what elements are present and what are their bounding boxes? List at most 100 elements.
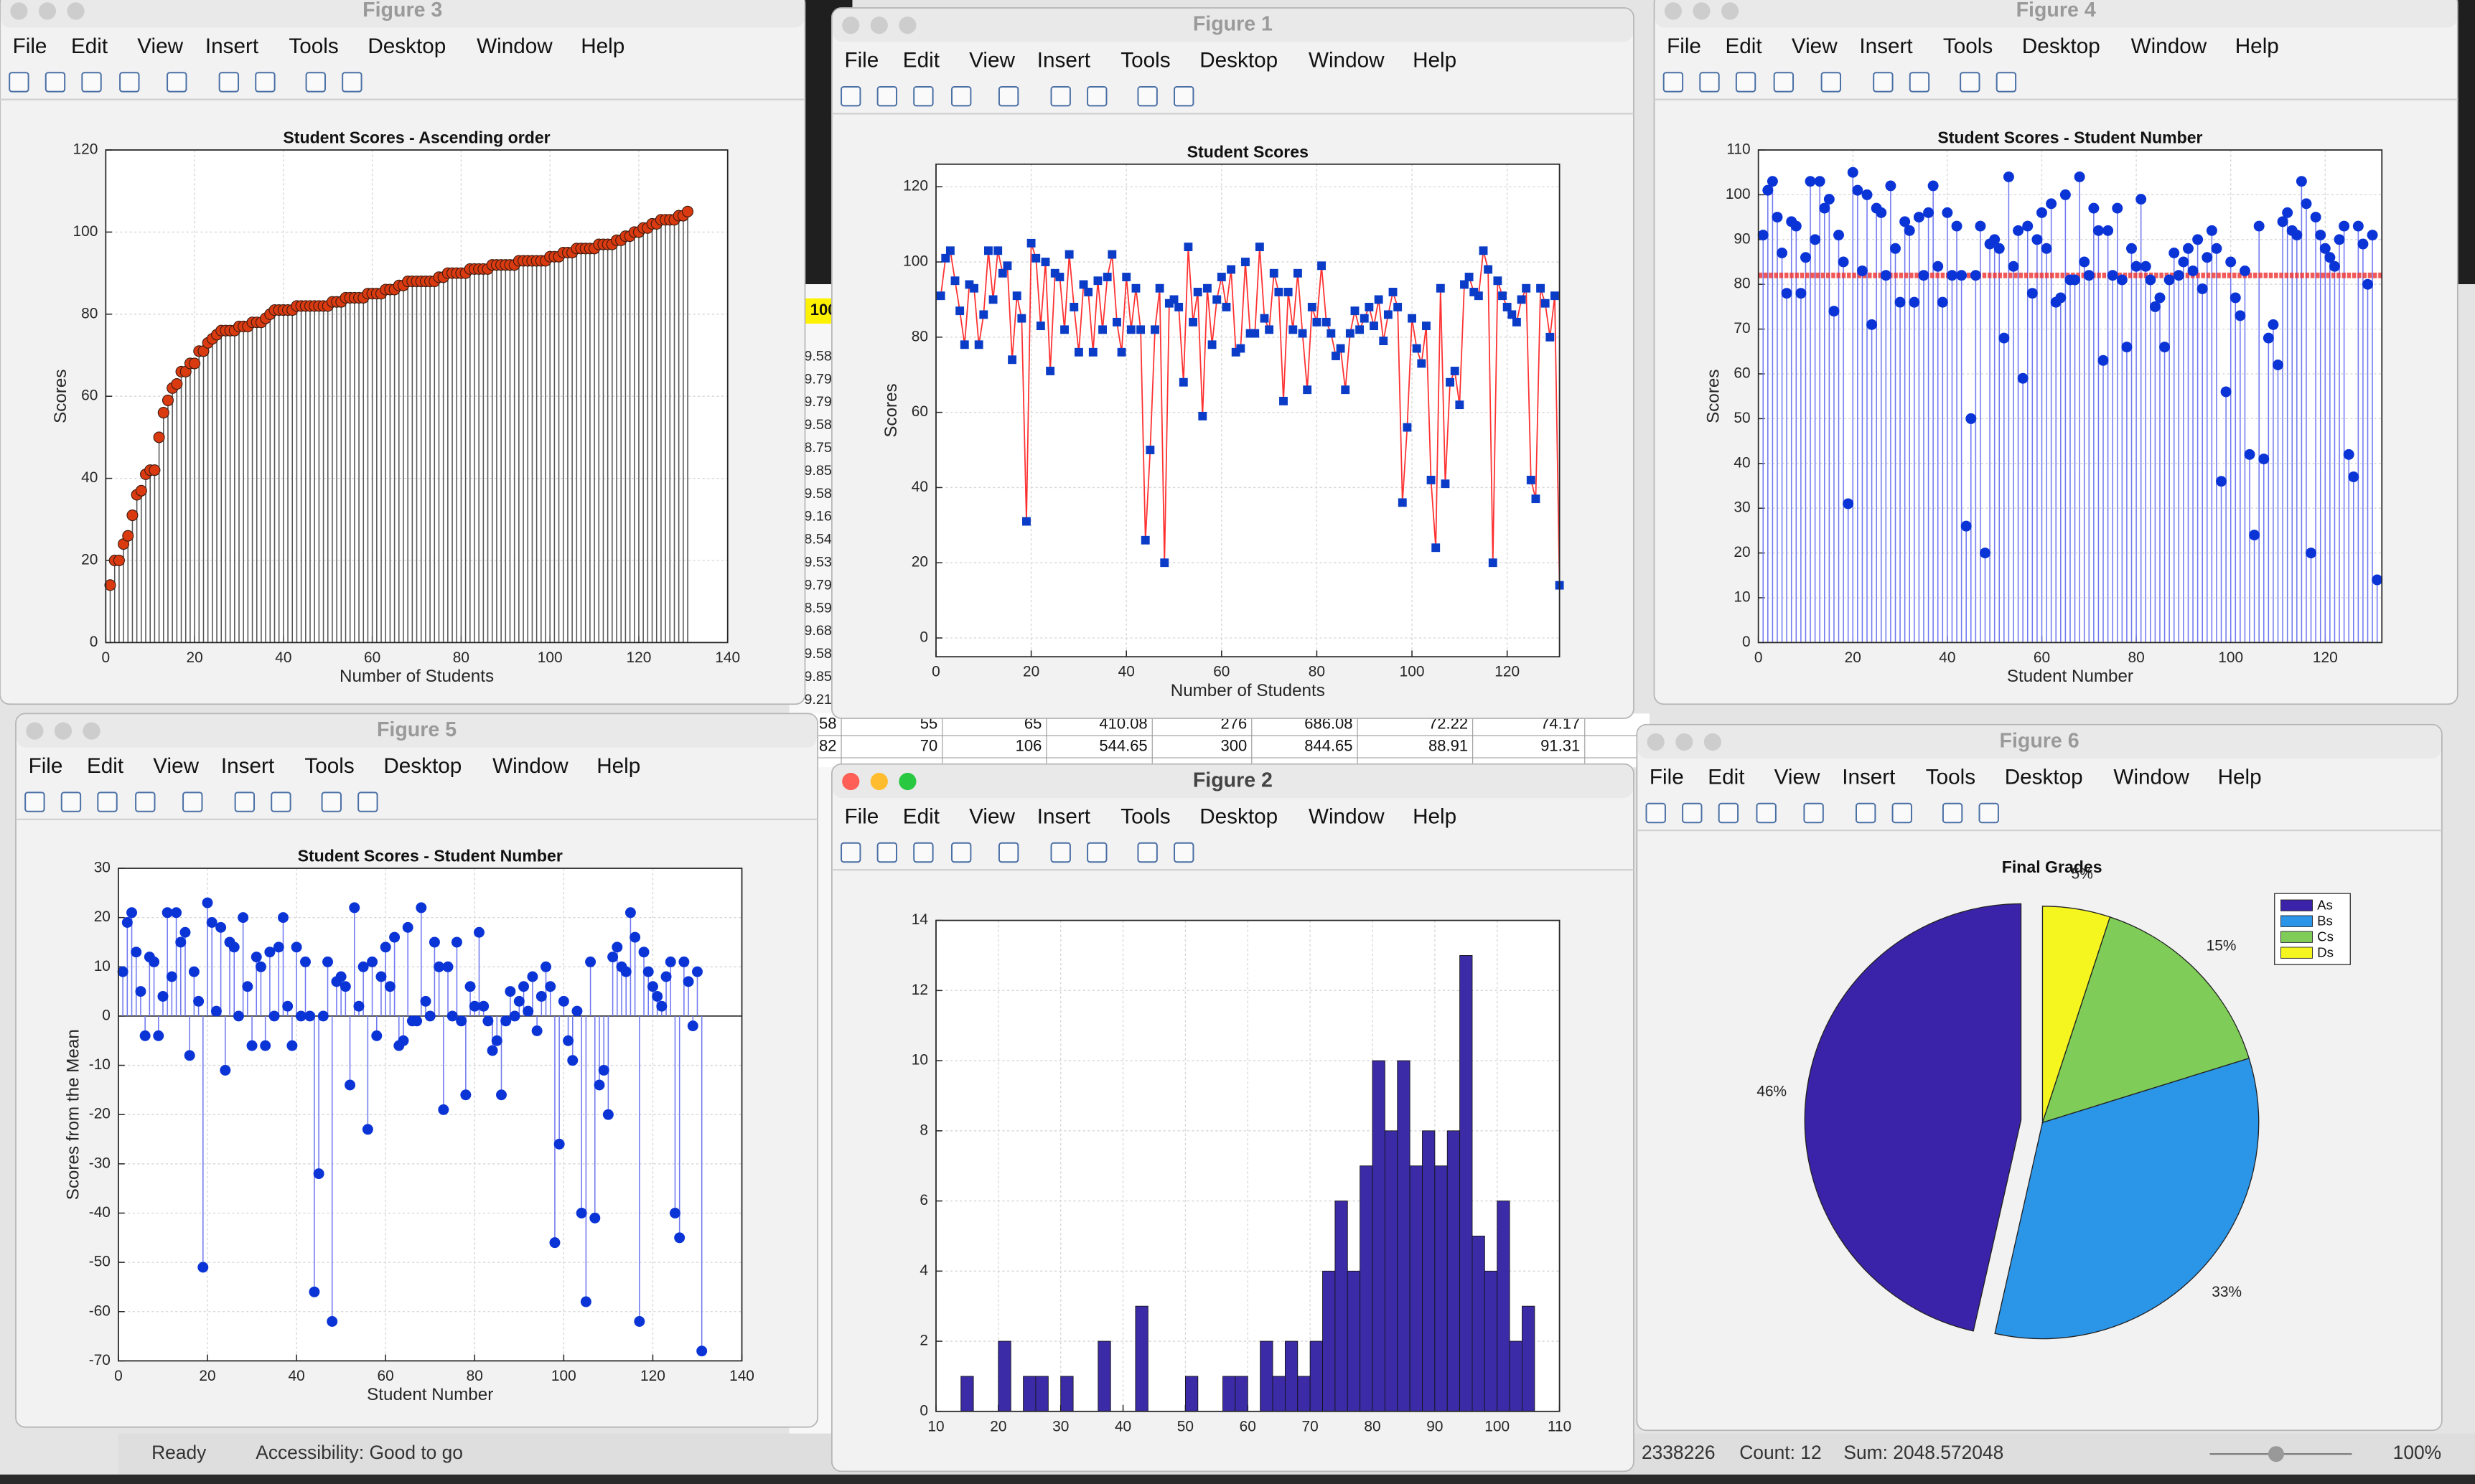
toolbar-button[interactable] — [1137, 86, 1158, 107]
toolbar-button[interactable] — [234, 792, 256, 812]
menu-item[interactable]: Edit — [903, 49, 940, 72]
toolbar-button[interactable] — [1050, 86, 1071, 107]
menu-item[interactable]: View — [969, 804, 1015, 828]
toolbar-button[interactable] — [998, 86, 1019, 107]
toolbar-button[interactable] — [60, 792, 82, 812]
toolbar-button[interactable] — [9, 72, 29, 93]
toolbar-button[interactable] — [1996, 72, 2017, 93]
menu-item[interactable]: File — [844, 804, 879, 828]
menu-item[interactable]: Desktop — [2005, 765, 2083, 789]
window-button[interactable] — [1675, 733, 1693, 751]
toolbar-button[interactable] — [1050, 842, 1071, 863]
menu-item[interactable]: Window — [492, 754, 569, 778]
window-button[interactable] — [54, 722, 72, 740]
menu-item[interactable]: Tools — [304, 754, 354, 778]
menu-item[interactable]: View — [1774, 765, 1820, 789]
menu-item[interactable]: Help — [1413, 804, 1456, 828]
toolbar-button[interactable] — [305, 72, 326, 93]
toolbar-button[interactable] — [218, 72, 240, 93]
toolbar-button[interactable] — [876, 86, 898, 107]
toolbar-button[interactable] — [1891, 802, 1912, 824]
window-button[interactable] — [83, 722, 100, 740]
toolbar-button[interactable] — [97, 792, 118, 812]
window-button[interactable] — [870, 17, 888, 34]
menu-item[interactable]: View — [137, 34, 183, 58]
toolbar-button[interactable] — [271, 792, 291, 812]
menu-item[interactable]: Insert — [205, 34, 259, 58]
toolbar-button[interactable] — [357, 792, 378, 812]
menu-item[interactable]: File — [844, 49, 879, 72]
window-button[interactable] — [899, 17, 917, 34]
menu-item[interactable]: Window — [2131, 34, 2207, 58]
toolbar-button[interactable] — [913, 86, 934, 107]
toolbar-button[interactable] — [255, 72, 276, 93]
menu-item[interactable]: Edit — [71, 34, 108, 58]
menu-item[interactable]: View — [153, 754, 199, 778]
menu-item[interactable]: Insert — [1859, 34, 1913, 58]
toolbar-button[interactable] — [913, 842, 934, 863]
toolbar-button[interactable] — [182, 792, 203, 812]
toolbar-button[interactable] — [1645, 802, 1666, 824]
toolbar-button[interactable] — [1174, 86, 1194, 107]
menu-item[interactable]: Help — [2235, 34, 2279, 58]
menu-item[interactable]: Tools — [1926, 765, 1975, 789]
menu-item[interactable]: Window — [2113, 765, 2189, 789]
toolbar-button[interactable] — [1820, 72, 1841, 93]
toolbar-button[interactable] — [1856, 802, 1876, 824]
toolbar-button[interactable] — [1756, 802, 1777, 824]
toolbar-button[interactable] — [1087, 86, 1108, 107]
toolbar-button[interactable] — [45, 72, 66, 93]
menu-item[interactable]: Tools — [1943, 34, 1993, 58]
toolbar-button[interactable] — [81, 72, 102, 93]
window-button[interactable] — [1721, 2, 1739, 20]
window-button[interactable] — [10, 2, 28, 20]
menu-item[interactable]: File — [1650, 765, 1684, 789]
menu-item[interactable]: Tools — [289, 34, 338, 58]
toolbar-button[interactable] — [167, 72, 187, 93]
menu-item[interactable]: Desktop — [1199, 49, 1278, 72]
menu-item[interactable]: File — [29, 754, 63, 778]
window-button[interactable] — [842, 772, 860, 791]
toolbar-button[interactable] — [1699, 72, 1720, 93]
toolbar-button[interactable] — [1662, 72, 1684, 93]
menu-item[interactable]: Desktop — [2022, 34, 2100, 58]
toolbar-button[interactable] — [119, 72, 140, 93]
toolbar-button[interactable] — [1137, 842, 1158, 863]
menu-item[interactable]: Edit — [87, 754, 124, 778]
toolbar-button[interactable] — [1174, 842, 1194, 863]
toolbar-button[interactable] — [1803, 802, 1824, 824]
menu-item[interactable]: Help — [2218, 765, 2262, 789]
toolbar-button[interactable] — [1087, 842, 1108, 863]
window-button[interactable] — [899, 772, 917, 791]
toolbar-button[interactable] — [135, 792, 156, 812]
toolbar-button[interactable] — [1873, 72, 1894, 93]
window-button[interactable] — [38, 2, 57, 20]
menu-item[interactable]: Desktop — [368, 34, 446, 58]
toolbar-button[interactable] — [876, 842, 898, 863]
toolbar-button[interactable] — [950, 86, 972, 107]
window-button[interactable] — [67, 2, 85, 20]
menu-item[interactable]: Insert — [1842, 765, 1896, 789]
menu-item[interactable]: Desktop — [383, 754, 462, 778]
menu-item[interactable]: Insert — [221, 754, 275, 778]
menu-item[interactable]: Insert — [1037, 49, 1091, 72]
zoom-thumb[interactable] — [2268, 1446, 2284, 1462]
menu-item[interactable]: Help — [596, 754, 640, 778]
toolbar-button[interactable] — [1978, 802, 1999, 824]
menu-item[interactable]: File — [1667, 34, 1701, 58]
toolbar-button[interactable] — [998, 842, 1019, 863]
toolbar-button[interactable] — [841, 842, 861, 863]
menu-item[interactable]: Tools — [1120, 804, 1170, 828]
menu-item[interactable]: Edit — [1725, 34, 1762, 58]
menu-item[interactable]: Help — [1413, 49, 1456, 72]
menu-item[interactable]: Window — [1309, 804, 1385, 828]
menu-item[interactable]: View — [969, 49, 1015, 72]
toolbar-button[interactable] — [950, 842, 972, 863]
toolbar-button[interactable] — [24, 792, 45, 812]
toolbar-button[interactable] — [1942, 802, 1963, 824]
menu-item[interactable]: Tools — [1120, 49, 1170, 72]
toolbar-button[interactable] — [841, 86, 861, 107]
window-button[interactable] — [842, 17, 860, 34]
window-button[interactable] — [870, 772, 888, 791]
menu-item[interactable]: Insert — [1037, 804, 1091, 828]
